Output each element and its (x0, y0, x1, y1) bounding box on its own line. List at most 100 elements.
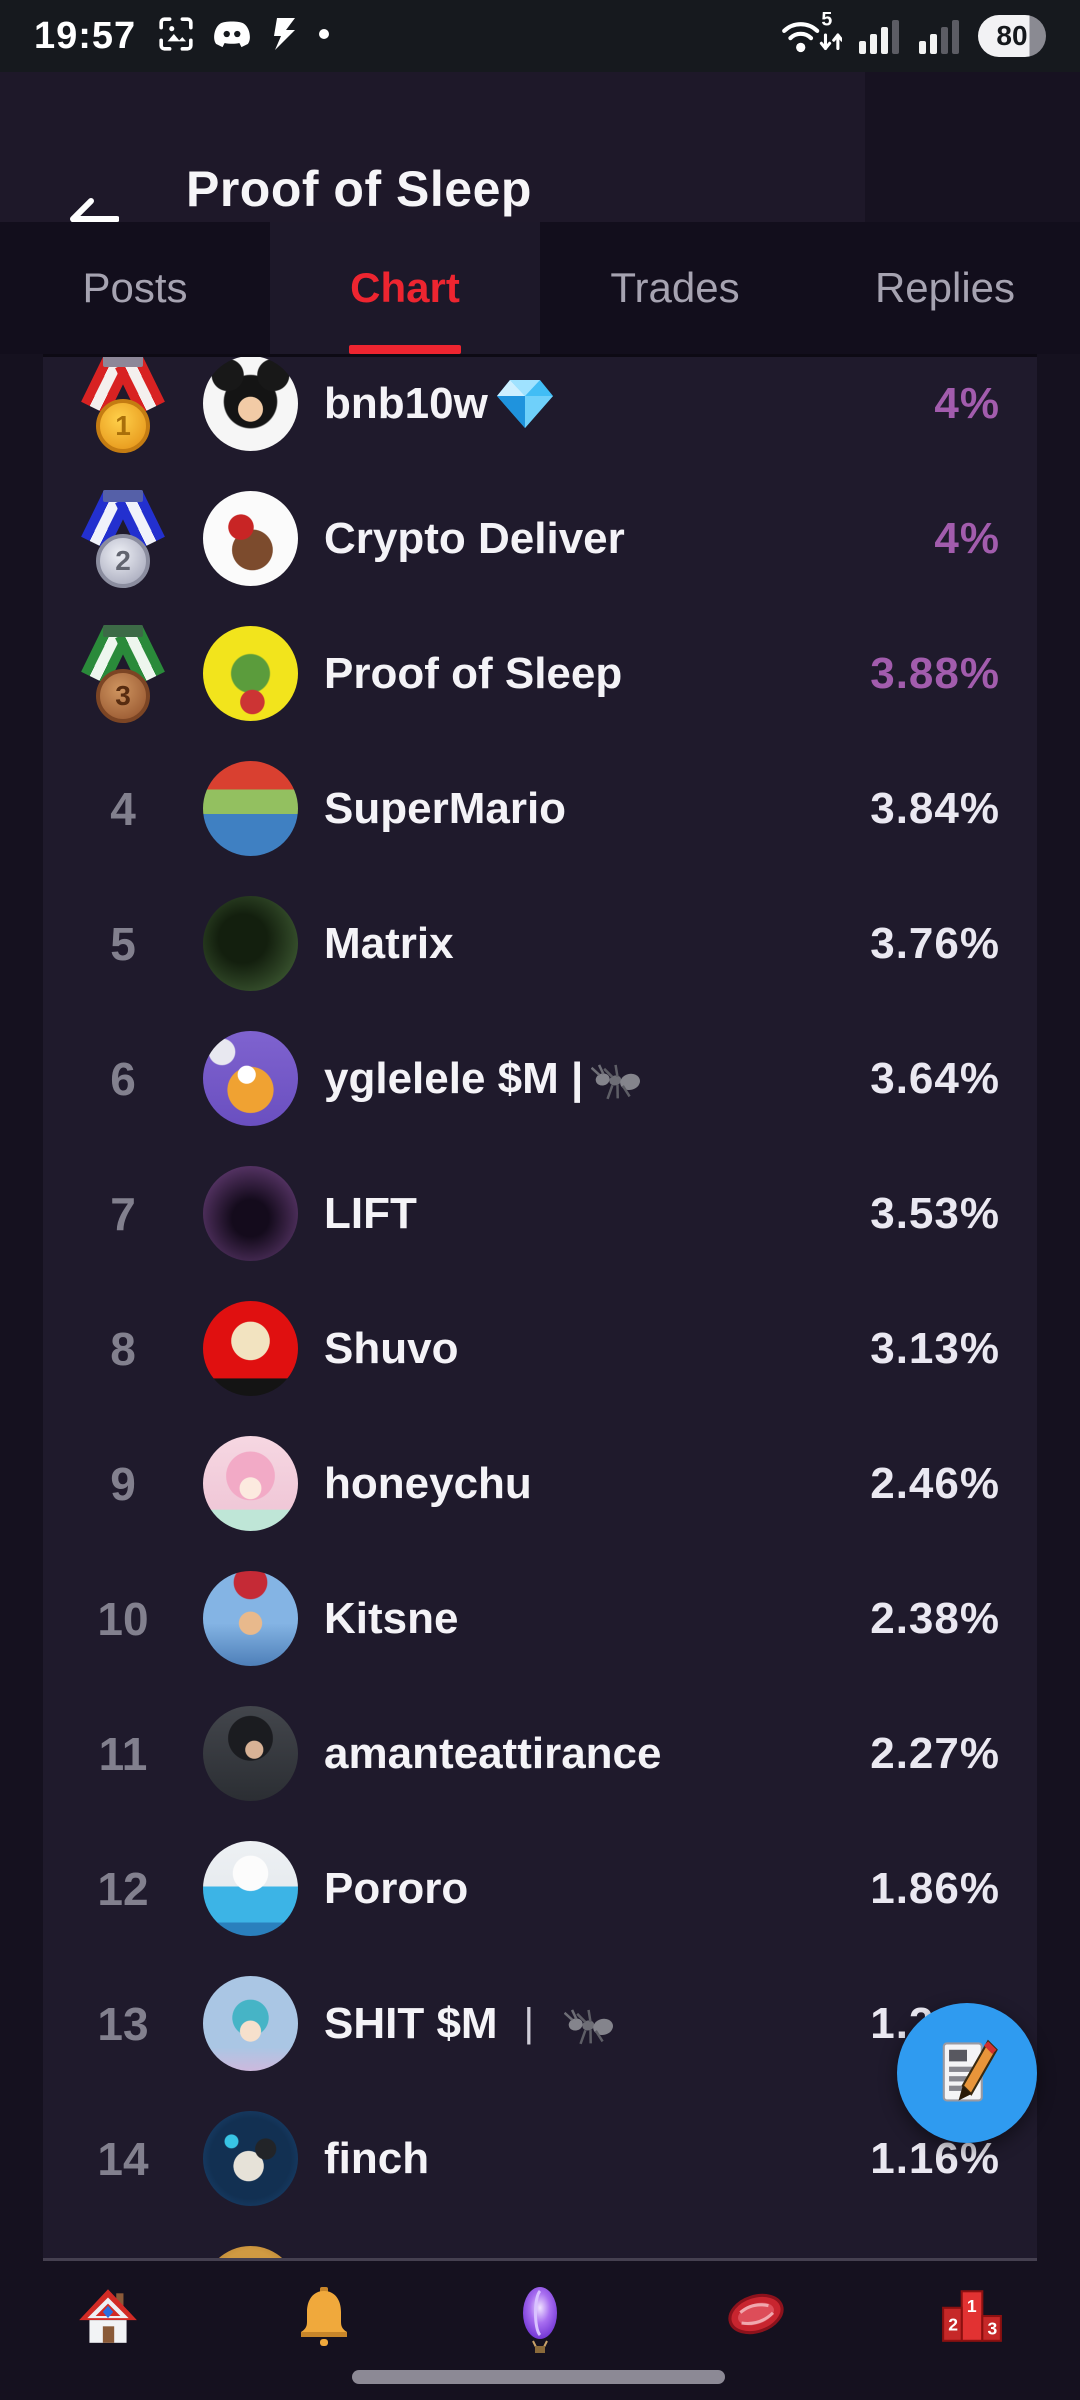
percent-value: 2.38% (870, 1593, 1000, 1643)
nav-leaderboard[interactable]: 2 1 3 (864, 2261, 1080, 2400)
signal-bars-sim2-icon (918, 14, 962, 59)
token-name: Shuvo (324, 1323, 459, 1373)
home-icon (79, 2289, 137, 2343)
nav-meat[interactable] (648, 2261, 864, 2400)
percent-value: 2.27% (870, 1728, 1000, 1778)
avatar[interactable] (203, 1976, 298, 2071)
leaderboard-row[interactable]: 6 yglelele $M | 3.64% (43, 1011, 1037, 1146)
leaderboard-row[interactable]: 7 LIFT 3.53% (43, 1146, 1037, 1281)
page-title: Proof of Sleep (186, 161, 532, 217)
avatar[interactable] (203, 1706, 298, 1801)
percent-value: 3.88% (870, 648, 1000, 698)
avatar[interactable] (203, 491, 298, 586)
leaderboard-list[interactable]: 1 bnb10w 4% 2 Crypto Deliver 4% (43, 354, 1037, 2261)
avatar[interactable] (203, 1031, 298, 1126)
rank-cell: 14 (43, 2132, 203, 2186)
avatar[interactable] (203, 896, 298, 991)
page-header: Proof of Sleep 24H Token price 0.00% (0, 72, 1080, 276)
leaderboard-row[interactable]: 2 Crypto Deliver 4% (43, 471, 1037, 606)
avatar[interactable] (203, 1841, 298, 1936)
nav-notifications[interactable] (216, 2261, 432, 2400)
balloon-icon (523, 2287, 557, 2353)
rank-cell: 11 (43, 1727, 203, 1781)
leaderboard-row[interactable]: 12 Pororo 1.86% (43, 1821, 1037, 1956)
token-name: yglelele $M | (324, 1053, 584, 1103)
rank-cell: 4 (43, 782, 203, 836)
tab-label: Replies (874, 264, 1016, 311)
svg-text:2: 2 (948, 2314, 958, 2334)
leaderboard-row[interactable]: 11 amanteattirance 2.27% (43, 1686, 1037, 1821)
rank-cell: 8 (43, 1322, 203, 1376)
token-name: amanteattirance (324, 1728, 662, 1778)
rank-cell: 1 (43, 357, 203, 453)
svg-text:1: 1 (967, 2296, 977, 2316)
avatar[interactable] (203, 1301, 298, 1396)
rank-cell: 12 (43, 1862, 203, 1916)
rank-number: 13 (97, 1997, 149, 2050)
tab-label: Trades (610, 264, 740, 311)
avatar[interactable] (203, 761, 298, 856)
leaderboard-row[interactable]: 14 finch 1.16% (43, 2091, 1037, 2226)
wifi-icon: 5 (778, 8, 844, 63)
leaderboard-row[interactable]: 8 Shuvo 3.13% (43, 1281, 1037, 1416)
medal-coin-number: 1 (96, 398, 150, 453)
name-icon-slot (591, 1056, 643, 1102)
signal-bars-sim1-icon (858, 14, 902, 59)
clock: 19:57 (34, 14, 137, 57)
percent-value: 4% (934, 513, 1000, 563)
home-indicator[interactable] (352, 2370, 725, 2384)
avatar[interactable] (203, 626, 298, 721)
percent-value: 3.84% (870, 783, 1000, 833)
tab-bar: Posts Chart Trades Replies (0, 222, 1080, 354)
tab[interactable]: Trades (540, 222, 810, 354)
leaderboard-row[interactable]: 10 Kitsne 2.38% (43, 1551, 1037, 1686)
nav-home[interactable] (0, 2261, 216, 2400)
leaderboard-row[interactable]: 4 SuperMario 3.84% (43, 741, 1037, 876)
token-name: Kitsne (324, 1593, 459, 1643)
screenshot-icon (158, 16, 194, 57)
rank-number: 12 (97, 1862, 149, 1915)
rank-number: 14 (97, 2132, 149, 2185)
leaderboard-row[interactable]: 9 honeychu 2.46% (43, 1416, 1037, 1551)
avatar[interactable] (203, 2111, 298, 2206)
percent-value: 4% (934, 378, 1000, 428)
rank-number: 6 (110, 1052, 136, 1105)
avatar[interactable] (203, 357, 298, 451)
token-name: Pororo (324, 1863, 469, 1913)
token-name: Crypto Deliver (324, 513, 625, 563)
token-name: Matrix (324, 918, 454, 968)
system-status-icons: 5 80 (778, 8, 1046, 63)
percent-value: 3.64% (870, 1053, 1000, 1103)
medal-coin-number: 3 (96, 668, 150, 723)
gem-icon (496, 379, 553, 428)
percent-value: 3.13% (870, 1323, 1000, 1373)
rank-cell: 7 (43, 1187, 203, 1241)
compose-post-fab[interactable] (897, 2003, 1037, 2143)
rank-cell: 13 (43, 1997, 203, 2051)
rank-cell: 5 (43, 917, 203, 971)
leaderboard-row[interactable]: 5 Matrix 3.76% (43, 876, 1037, 1011)
rank-cell: 10 (43, 1592, 203, 1646)
rank-number: 7 (110, 1187, 136, 1240)
medal-coin-number: 2 (96, 533, 150, 588)
avatar[interactable] (203, 1166, 298, 1261)
avatar[interactable] (203, 1571, 298, 1666)
status-bar: 19:57 (0, 0, 1080, 72)
podium-icon: 2 1 3 (942, 2290, 1002, 2342)
token-name: honeychu (324, 1458, 532, 1508)
leaderboard-row[interactable]: 13 SHIT $M | 1.21% (43, 1956, 1037, 2091)
avatar[interactable] (203, 2246, 298, 2258)
nav-balloon[interactable] (432, 2261, 648, 2400)
leaderboard-row[interactable]: 3 Proof of Sleep 3.88% (43, 606, 1037, 741)
name-icon-slot (496, 378, 554, 430)
rank-number: 11 (98, 1727, 148, 1780)
tab[interactable]: Replies (810, 222, 1080, 354)
ant-icon (591, 1063, 641, 1099)
leaderboard-row[interactable] (43, 2226, 1037, 2258)
tab[interactable]: Posts (0, 222, 270, 354)
avatar[interactable] (203, 1436, 298, 1531)
tab[interactable]: Chart (270, 222, 540, 354)
leaderboard-rows: 1 bnb10w 4% 2 Crypto Deliver 4% (43, 357, 1037, 2258)
leaderboard-row[interactable]: 1 bnb10w 4% (43, 357, 1037, 471)
percent-value: 2.46% (870, 1458, 1000, 1508)
